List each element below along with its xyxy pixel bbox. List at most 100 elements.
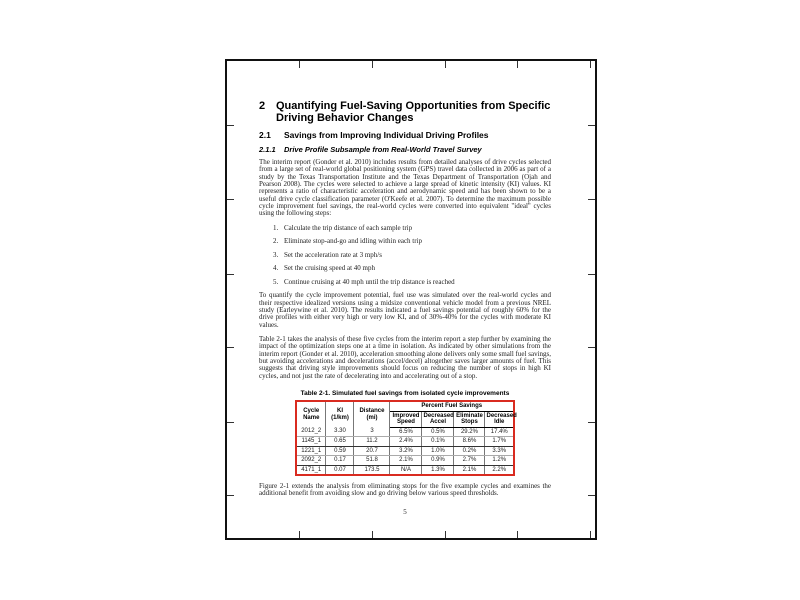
ruler-tick-mark <box>227 125 234 126</box>
cell: 0.59 <box>325 446 355 457</box>
section-number: 2 <box>259 100 266 112</box>
ruler-tick-mark <box>227 274 234 275</box>
cell: 0.07 <box>325 465 355 476</box>
cell: 3.3% <box>484 446 515 457</box>
ruler-tick-mark <box>517 531 518 538</box>
list-item-number: 3. <box>273 250 279 259</box>
ruler-tick-mark <box>227 199 234 200</box>
list-item-text: Set the cruising speed at 40 mph <box>284 264 375 273</box>
cell: 0.65 <box>325 436 355 447</box>
col-header-percent-fuel-savings: Percent Fuel Savings <box>389 401 515 412</box>
col-header-cycle-name: Cycle Name <box>295 401 327 428</box>
paragraph: Table 2-1 takes the analysis of these fi… <box>259 334 551 380</box>
numbered-list: 1. Calculate the trip distance of each s… <box>273 223 551 286</box>
table-subheader-row: Improved Speed Decreased Accel Eliminate… <box>296 411 517 428</box>
list-item: 3. Set the acceleration rate at 3 mph/s <box>273 250 551 259</box>
cell: 3.30 <box>325 427 355 438</box>
table-container: Cycle Name KI (1/km) Distance (mi) Perce… <box>259 400 551 477</box>
cell: 1221_1 <box>295 446 327 457</box>
cell: 3.2% <box>389 446 423 457</box>
cell: 0.9% <box>421 455 455 466</box>
list-item-number: 5. <box>273 277 279 286</box>
cell: 1.7% <box>484 436 515 447</box>
section-title: Quantifying Fuel-Saving Opportunities fr… <box>276 100 551 124</box>
cell: 29.2% <box>453 427 486 438</box>
cell: 2.7% <box>453 455 486 466</box>
col-header-ki: KI (1/km) <box>325 401 355 428</box>
col-header-distance: Distance (mi) <box>353 401 391 428</box>
list-item-number: 2. <box>273 237 279 246</box>
list-item-number: 4. <box>273 264 279 273</box>
ruler-tick-mark <box>590 61 591 68</box>
cell: 4171_1 <box>295 465 327 476</box>
list-item: 2. Eliminate stop-and-go and idling with… <box>273 238 551 245</box>
list-item: 1. Calculate the trip distance of each s… <box>273 223 551 232</box>
ruler-tick-mark <box>590 531 591 538</box>
cell: 2092_2 <box>295 455 327 466</box>
subsubsection-number: 2.1.1 <box>259 145 276 154</box>
col-header-improved-speed: Improved Speed <box>389 411 423 428</box>
ruler-tick-mark <box>588 125 595 126</box>
subsection-number: 2.1 <box>259 130 271 140</box>
cell: 1.2% <box>484 455 515 466</box>
cell: N/A <box>389 465 423 476</box>
subsection-heading: 2.1 Savings from Improving Individual Dr… <box>259 131 551 140</box>
cell: 3 <box>353 427 391 438</box>
cell: 20.7 <box>353 446 391 457</box>
cell: 2.1% <box>453 465 486 476</box>
section-heading: 2 Quantifying Fuel-Saving Opportunities … <box>259 100 551 124</box>
cell: 1.3% <box>421 465 455 476</box>
col-header-eliminate-stops: Eliminate Stops <box>453 411 486 428</box>
table-row: 4171_1 0.07 173.5 N/A 1.3% 2.1% 2.2% <box>295 465 515 476</box>
subsection-title: Savings from Improving Individual Drivin… <box>284 130 489 140</box>
ruler-tick-mark <box>299 531 300 538</box>
table-header-row: Cycle Name KI (1/km) Distance (mi) Perce… <box>295 401 515 428</box>
ruler-tick-mark <box>227 495 234 496</box>
ruler-tick-mark <box>227 347 234 348</box>
cell: 0.1% <box>421 436 455 447</box>
fuel-savings-table: Cycle Name KI (1/km) Distance (mi) Perce… <box>294 400 517 477</box>
ruler-tick-mark <box>372 61 373 68</box>
ruler-tick-mark <box>227 422 234 423</box>
cell: 1145_1 <box>295 436 327 447</box>
cell: 0.17 <box>325 455 355 466</box>
table-row: 1145_1 0.65 11.2 2.4% 0.1% 8.6% 1.7% <box>295 436 515 447</box>
cell: 6.5% <box>389 427 423 438</box>
ruler-tick-mark <box>372 531 373 538</box>
cell: 0.5% <box>421 427 455 438</box>
cell: 17.4% <box>484 427 515 438</box>
ruler-tick-mark <box>588 199 595 200</box>
list-item-number: 1. <box>273 223 279 232</box>
list-item-text: Continue cruising at 40 mph until the tr… <box>284 277 455 286</box>
cell: 1.0% <box>421 446 455 457</box>
ruler-tick-mark <box>588 347 595 348</box>
subsubsection-title: Drive Profile Subsample from Real-World … <box>284 145 482 154</box>
col-header-decreased-accel: Decreased Accel <box>421 411 455 428</box>
table-caption: Table 2-1. Simulated fuel savings from i… <box>300 390 510 398</box>
col-header-decreased-idle: Decreased Idle <box>484 411 517 428</box>
page-content: 2 Quantifying Fuel-Saving Opportunities … <box>229 61 593 538</box>
paragraph: To quantify the cycle improvement potent… <box>259 291 551 329</box>
cell: 2012_2 <box>295 427 327 438</box>
paragraph: The interim report (Gonder et al. 2010) … <box>259 158 551 218</box>
table-row: 1221_1 0.59 20.7 3.2% 1.0% 0.2% 3.3% <box>295 446 515 457</box>
cell: 8.6% <box>453 436 486 447</box>
subsubsection-heading: 2.1.1 Drive Profile Subsample from Real-… <box>259 146 551 154</box>
cell: 2.1% <box>389 455 423 466</box>
cell: 2.4% <box>389 436 423 447</box>
table-row: 2092_2 0.17 51.8 2.1% 0.9% 2.7% 1.2% <box>295 455 515 466</box>
ruler-tick-mark <box>588 495 595 496</box>
cell: 0.2% <box>453 446 486 457</box>
ruler-tick-mark <box>299 61 300 68</box>
list-item: 4. Set the cruising speed at 40 mph <box>273 265 551 272</box>
paragraph: Figure 2-1 extends the analysis from eli… <box>259 482 551 498</box>
ruler-tick-mark <box>588 274 595 275</box>
table-row: 2012_2 3.30 3 6.5% 0.5% 29.2% 17.4% <box>295 427 515 438</box>
ruler-tick-mark <box>445 61 446 68</box>
list-item: 5. Continue cruising at 40 mph until the… <box>273 277 551 286</box>
ruler-tick-mark <box>588 422 595 423</box>
list-item-text: Calculate the trip distance of each samp… <box>284 223 413 232</box>
ruler-tick-mark <box>445 531 446 538</box>
cell: 173.5 <box>353 465 391 476</box>
cell: 2.2% <box>484 465 515 476</box>
